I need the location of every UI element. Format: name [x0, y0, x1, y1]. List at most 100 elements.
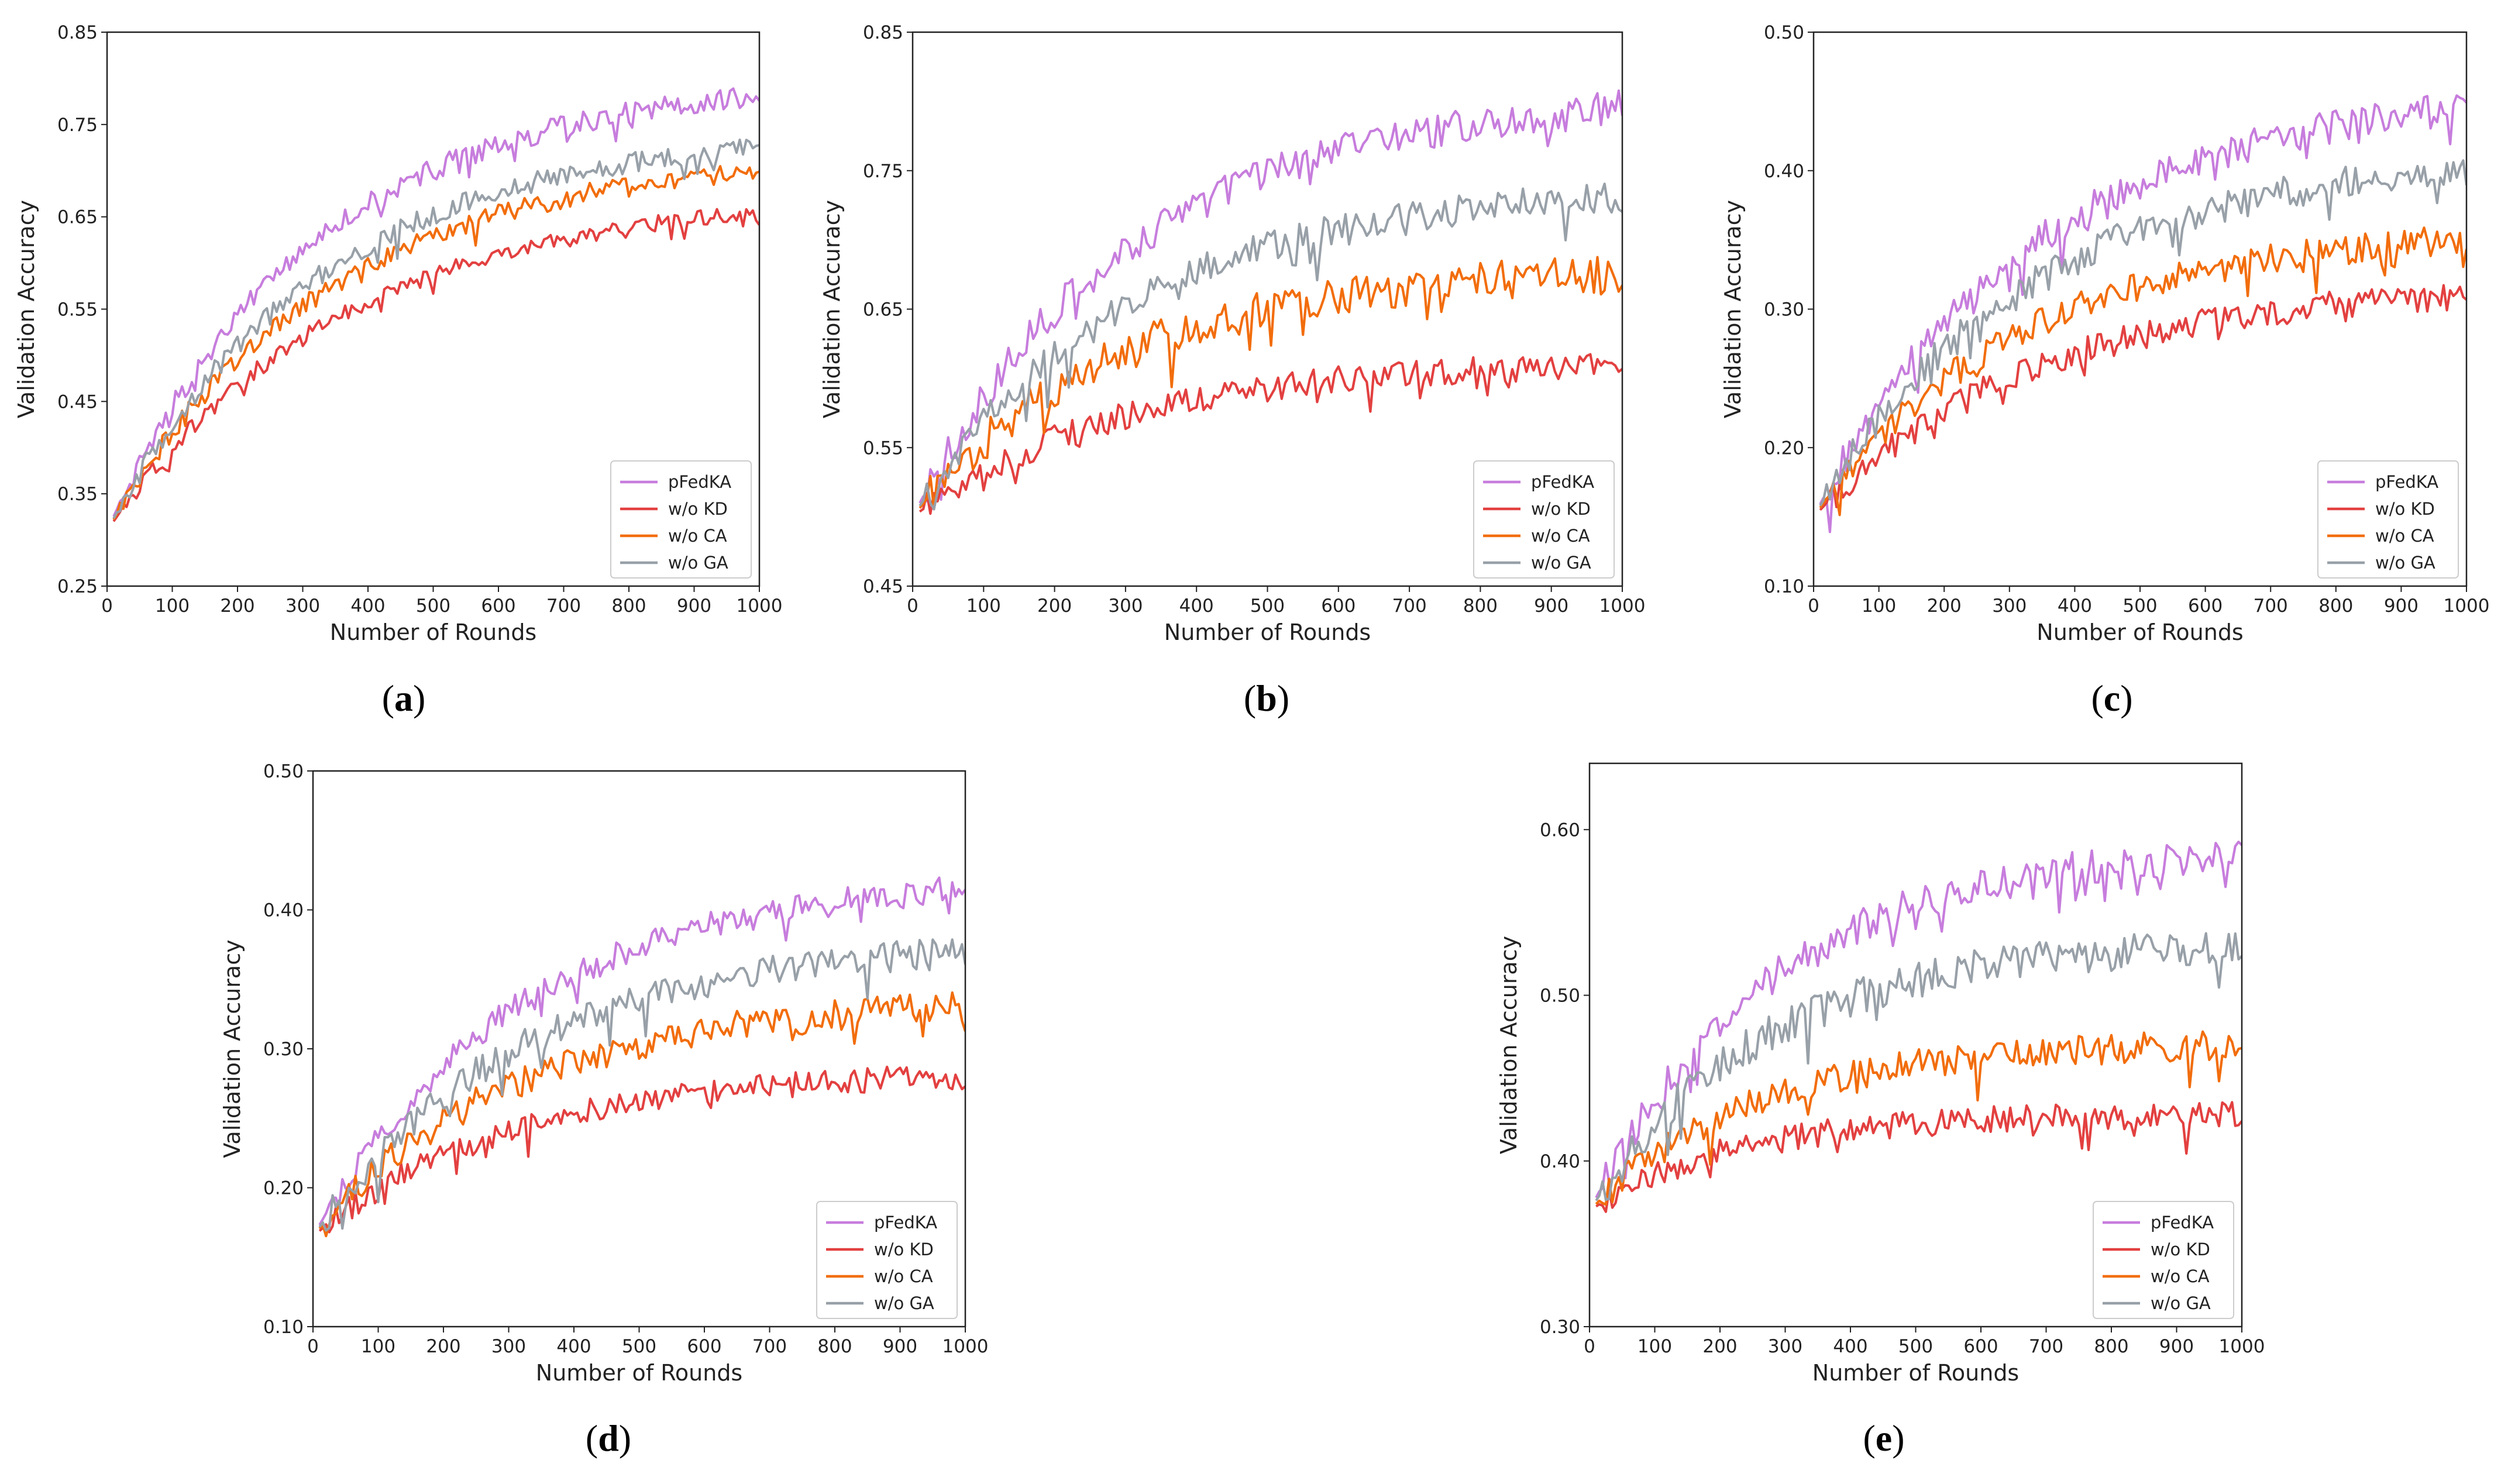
- series-line-wokd: [1595, 1101, 2242, 1213]
- x-tick-label: 200: [1702, 1336, 1737, 1357]
- series-group: [1595, 841, 2242, 1213]
- x-tick-label: 500: [416, 595, 450, 617]
- x-tick-label: 800: [817, 1336, 852, 1357]
- x-tick-label: 900: [1534, 595, 1568, 617]
- x-tick-label: 800: [2318, 595, 2353, 617]
- legend-entry: w/o CA: [2375, 526, 2434, 546]
- x-tick-label: 200: [220, 595, 254, 617]
- x-tick-label: 1000: [2219, 1336, 2265, 1357]
- legend-entry: w/o GA: [1531, 553, 1591, 573]
- panel-caption: (e): [1863, 1417, 1904, 1459]
- chart-panel-c: 0 100 200 300 400 500 600 700 800 900 1000 0.10 0.20…: [1720, 22, 2489, 719]
- y-tick-label: 0.85: [57, 22, 98, 43]
- panel-caption: (b): [1244, 677, 1289, 719]
- series-line-woca: [318, 991, 965, 1238]
- x-tick-label: 1000: [737, 595, 783, 617]
- legend-entry: pFedKA: [668, 472, 731, 492]
- series-group: [918, 89, 1622, 515]
- x-tick-label: 900: [677, 595, 711, 617]
- x-tick-label: 1000: [942, 1336, 989, 1357]
- series-line-woga: [318, 938, 965, 1232]
- x-axis-label: Number of Rounds: [2036, 619, 2243, 645]
- legend-entry: w/o GA: [2375, 553, 2435, 573]
- x-tick-label: 0: [101, 595, 113, 617]
- series-line-pfedka: [918, 89, 1622, 504]
- y-tick-label: 0.35: [57, 484, 98, 505]
- y-axis-label: Validation Accuracy: [1720, 200, 1746, 418]
- chart-panel-b: 0 100 200 300 400 500 600 700 800 900 1000 0.45 0.55…: [819, 22, 1645, 719]
- y-tick-label: 0.85: [863, 22, 903, 43]
- x-tick-label: 400: [556, 1336, 591, 1357]
- x-tick-label: 300: [1108, 595, 1143, 617]
- x-tick-label: 800: [611, 595, 646, 617]
- series-line-woga: [918, 183, 1622, 511]
- legend-box: [2093, 1201, 2234, 1319]
- x-tick-label: 300: [1992, 595, 2027, 617]
- panel-caption: (c): [2091, 677, 2132, 719]
- y-tick-label: 0.45: [863, 576, 903, 597]
- y-tick-label: 0.10: [263, 1317, 304, 1338]
- x-tick-label: 700: [752, 1336, 787, 1357]
- x-tick-label: 400: [1179, 595, 1214, 617]
- series-line-pfedka: [1595, 841, 2242, 1199]
- x-tick-label: 300: [285, 595, 320, 617]
- x-tick-label: 800: [2094, 1336, 2128, 1357]
- series-group: [318, 876, 965, 1238]
- legend: pFedKA w/o KD w/o CA w/o GA: [610, 460, 752, 579]
- x-tick-label: 500: [622, 1336, 656, 1357]
- y-axis-label: Validation Accuracy: [219, 939, 245, 1158]
- x-axis-label: Number of Rounds: [1812, 1360, 2019, 1386]
- legend-entry: pFedKA: [2375, 472, 2438, 492]
- legend: pFedKA w/o KD w/o CA w/o GA: [816, 1201, 958, 1319]
- x-tick-label: 100: [1637, 1336, 1672, 1357]
- legend-entry: pFedKA: [2151, 1213, 2214, 1232]
- x-tick-label: 1000: [1599, 595, 1646, 617]
- x-tick-label: 600: [481, 595, 515, 617]
- y-tick-label: 0.75: [57, 115, 98, 136]
- chart-panel-d: 0 100 200 300 400 500 600 700 800 900 1000 0.10 0.20…: [219, 761, 988, 1459]
- legend-entry: w/o GA: [668, 553, 728, 573]
- x-tick-label: 400: [350, 595, 385, 617]
- legend-entry: w/o CA: [2151, 1266, 2210, 1286]
- x-tick-label: 0: [1584, 1336, 1595, 1357]
- x-tick-label: 600: [687, 1336, 721, 1357]
- x-tick-label: 700: [2254, 595, 2288, 617]
- x-tick-label: 200: [1037, 595, 1072, 617]
- y-axis-label: Validation Accuracy: [1496, 936, 1522, 1154]
- legend-box: [610, 460, 752, 579]
- legend: pFedKA w/o KD w/o CA w/o GA: [2093, 1201, 2234, 1319]
- y-tick-label: 0.65: [863, 299, 903, 321]
- y-tick-label: 0.45: [57, 391, 98, 412]
- x-tick-label: 200: [426, 1336, 460, 1357]
- y-axis-label: Validation Accuracy: [13, 200, 39, 418]
- y-tick-label: 0.30: [1540, 1317, 1580, 1338]
- legend-box: [1473, 460, 1615, 579]
- x-tick-label: 900: [883, 1336, 917, 1357]
- y-tick-label: 0.55: [863, 438, 903, 459]
- legend-entry: pFedKA: [1531, 472, 1594, 492]
- y-tick-label: 0.25: [57, 576, 98, 597]
- x-tick-label: 0: [307, 1336, 319, 1357]
- series-line-wokd: [918, 353, 1622, 515]
- x-tick-label: 700: [2029, 1336, 2063, 1357]
- x-tick-label: 900: [2384, 595, 2419, 617]
- x-tick-label: 100: [966, 595, 1001, 617]
- x-tick-label: 100: [361, 1336, 395, 1357]
- x-axis-label: Number of Rounds: [536, 1360, 742, 1386]
- panel-caption: (a): [382, 677, 426, 719]
- legend: pFedKA w/o KD w/o CA w/o GA: [2317, 460, 2459, 579]
- x-tick-label: 100: [1862, 595, 1896, 617]
- y-tick-label: 0.40: [263, 900, 304, 921]
- x-tick-label: 500: [1898, 1336, 1933, 1357]
- x-tick-label: 400: [1833, 1336, 1867, 1357]
- y-tick-label: 0.50: [263, 761, 304, 782]
- series-line-pfedka: [318, 876, 965, 1226]
- y-tick-label: 0.50: [1540, 986, 1580, 1007]
- panel-caption: (d): [586, 1417, 631, 1459]
- series-line-woga: [1595, 932, 2242, 1201]
- series-line-woga: [1819, 159, 2466, 507]
- series-group: [1819, 94, 2466, 533]
- series-line-wokd: [112, 208, 759, 522]
- series-line-woca: [918, 256, 1622, 510]
